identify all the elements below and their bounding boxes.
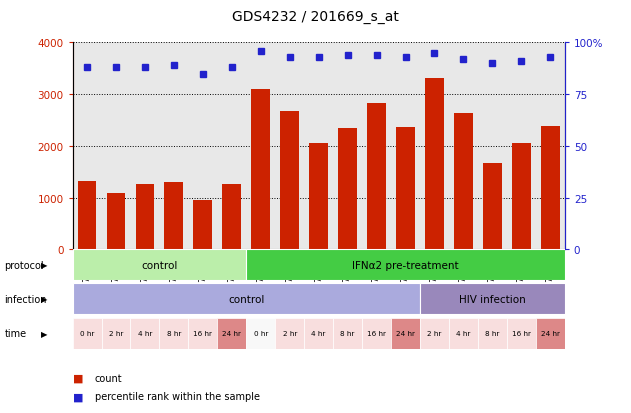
Text: control: control bbox=[228, 294, 264, 304]
Bar bbox=[478, 318, 507, 349]
Text: 24 hr: 24 hr bbox=[541, 330, 560, 337]
Text: 16 hr: 16 hr bbox=[367, 330, 386, 337]
Bar bbox=[362, 318, 391, 349]
Bar bbox=[536, 318, 565, 349]
Bar bbox=[449, 318, 478, 349]
Bar bbox=[420, 318, 449, 349]
Bar bbox=[309, 144, 328, 250]
Bar bbox=[367, 103, 386, 250]
Text: 0 hr: 0 hr bbox=[254, 330, 268, 337]
Text: 24 hr: 24 hr bbox=[222, 330, 241, 337]
Text: 2 hr: 2 hr bbox=[109, 330, 123, 337]
Bar bbox=[136, 184, 155, 250]
Bar bbox=[391, 318, 420, 349]
Text: HIV infection: HIV infection bbox=[459, 294, 526, 304]
Bar bbox=[131, 318, 160, 349]
Text: 8 hr: 8 hr bbox=[167, 330, 181, 337]
Bar bbox=[194, 200, 212, 250]
Text: 2 hr: 2 hr bbox=[283, 330, 297, 337]
Bar bbox=[251, 90, 270, 250]
Text: GDS4232 / 201669_s_at: GDS4232 / 201669_s_at bbox=[232, 10, 399, 24]
Bar bbox=[425, 78, 444, 250]
Bar bbox=[160, 318, 189, 349]
Text: ▶: ▶ bbox=[41, 329, 47, 338]
Bar bbox=[222, 184, 241, 250]
Text: time: time bbox=[4, 328, 27, 339]
Bar bbox=[189, 318, 217, 349]
Bar bbox=[338, 128, 357, 250]
Bar bbox=[512, 143, 531, 250]
Text: ■: ■ bbox=[73, 373, 83, 383]
Text: ▶: ▶ bbox=[41, 295, 47, 304]
Bar bbox=[333, 318, 362, 349]
Bar bbox=[73, 249, 246, 280]
Bar bbox=[541, 126, 560, 250]
Text: ▶: ▶ bbox=[41, 261, 47, 269]
Text: ■: ■ bbox=[73, 392, 83, 401]
Bar bbox=[280, 112, 299, 250]
Text: control: control bbox=[141, 260, 177, 270]
Bar bbox=[165, 183, 183, 250]
Bar bbox=[78, 182, 97, 250]
Text: 0 hr: 0 hr bbox=[80, 330, 94, 337]
Text: IFNα2 pre-treatment: IFNα2 pre-treatment bbox=[352, 260, 459, 270]
Bar bbox=[396, 128, 415, 250]
Text: 4 hr: 4 hr bbox=[138, 330, 152, 337]
Bar bbox=[246, 318, 275, 349]
Bar bbox=[246, 249, 565, 280]
Bar bbox=[304, 318, 333, 349]
Text: infection: infection bbox=[4, 294, 47, 304]
Bar bbox=[275, 318, 304, 349]
Bar bbox=[483, 163, 502, 250]
Text: 4 hr: 4 hr bbox=[312, 330, 326, 337]
Bar bbox=[454, 114, 473, 250]
Text: 2 hr: 2 hr bbox=[427, 330, 442, 337]
Bar bbox=[217, 318, 246, 349]
Text: 16 hr: 16 hr bbox=[512, 330, 531, 337]
Text: 8 hr: 8 hr bbox=[485, 330, 500, 337]
Text: 8 hr: 8 hr bbox=[340, 330, 355, 337]
Text: protocol: protocol bbox=[4, 260, 44, 270]
Text: percentile rank within the sample: percentile rank within the sample bbox=[95, 392, 259, 401]
Bar bbox=[73, 318, 102, 349]
Text: 16 hr: 16 hr bbox=[193, 330, 213, 337]
Bar bbox=[73, 284, 420, 315]
Text: 4 hr: 4 hr bbox=[456, 330, 471, 337]
Text: 24 hr: 24 hr bbox=[396, 330, 415, 337]
Bar bbox=[107, 193, 126, 250]
Bar bbox=[507, 318, 536, 349]
Bar bbox=[420, 284, 565, 315]
Text: count: count bbox=[95, 373, 122, 383]
Bar bbox=[102, 318, 131, 349]
